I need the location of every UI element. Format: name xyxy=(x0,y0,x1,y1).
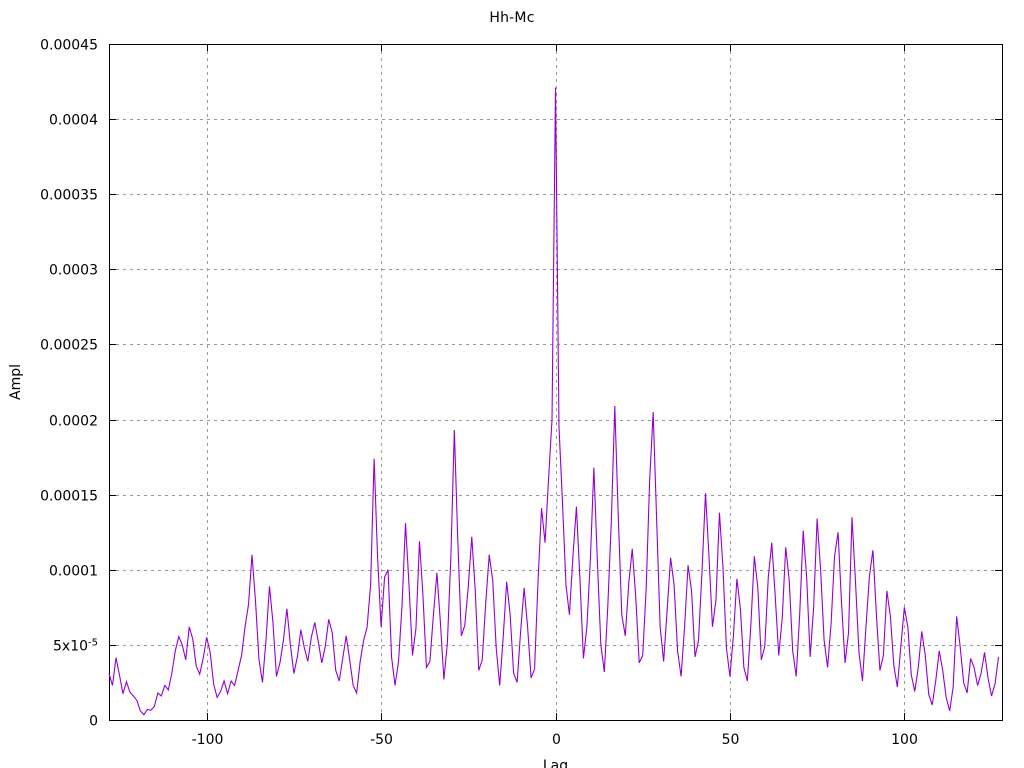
y-tick-label: 0.00025 xyxy=(40,338,98,354)
series-line xyxy=(108,87,1000,716)
x-tick-label: 0 xyxy=(552,732,561,748)
page-title: Hh-Mc xyxy=(489,10,535,26)
plot-frame xyxy=(108,43,1004,722)
y-tick-label: 0.00015 xyxy=(40,489,98,505)
data-series xyxy=(108,87,1000,716)
x-tick-label: 50 xyxy=(722,732,740,748)
y-tick-label: 0.0002 xyxy=(49,414,98,430)
y-tick-label: 0.00045 xyxy=(40,38,98,54)
y-tick-label: 0.0003 xyxy=(49,263,98,279)
tick-labels: 0 5x10-5 0.0001 0.00015 0.0002 0.00025 0.0003 0… xyxy=(40,38,918,749)
tick-marks xyxy=(109,43,1002,722)
y-tick-label: 0.00035 xyxy=(40,188,98,204)
y-tick-label: 0.0001 xyxy=(49,564,98,580)
x-axis-label: Lag xyxy=(543,758,568,768)
y-axis-label: Ampl xyxy=(8,364,24,400)
grid-lines xyxy=(109,44,1002,720)
axis-titles: Ampl Lag xyxy=(8,364,568,768)
y-tick-label: 0.0004 xyxy=(49,113,98,129)
x-tick-label: -100 xyxy=(192,732,224,748)
y-tick-label: 5x10-5 xyxy=(53,638,98,655)
y-tick-label: 0 xyxy=(89,714,98,730)
x-tick-label: 100 xyxy=(891,732,918,748)
plot-border xyxy=(108,43,1004,722)
x-tick-label: -50 xyxy=(370,732,393,748)
